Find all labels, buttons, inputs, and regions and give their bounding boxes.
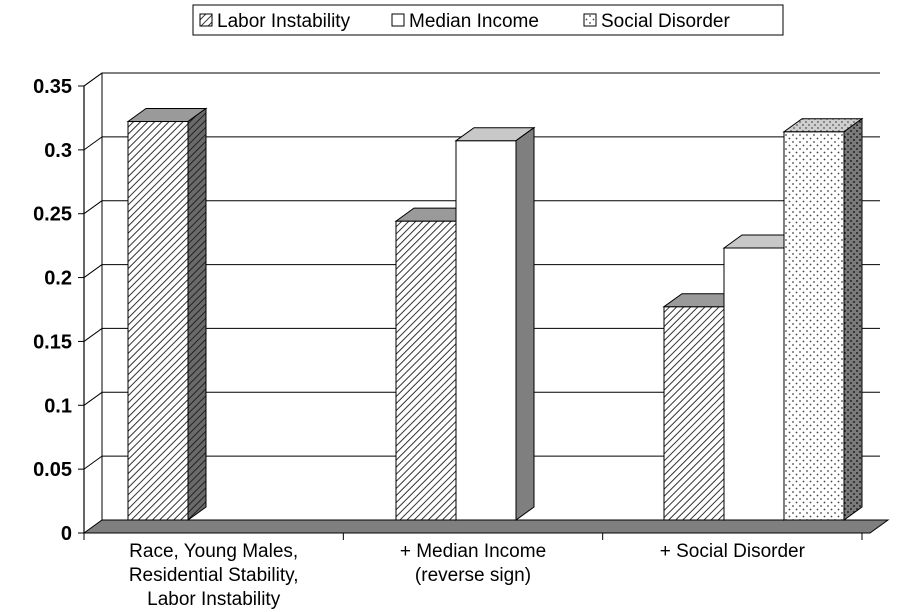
side-wall-top xyxy=(83,72,103,87)
bars xyxy=(126,107,864,521)
y-tick-label: 0.15 xyxy=(33,331,72,353)
bar-front xyxy=(127,121,189,521)
y-tick-label: 0.2 xyxy=(44,268,72,290)
legend-swatch xyxy=(199,13,213,27)
y-tick-label: 0.35 xyxy=(33,76,72,98)
axes xyxy=(78,72,890,540)
gridline-side xyxy=(83,200,103,215)
gridline-side xyxy=(83,328,103,342)
legend-label: Median Income xyxy=(409,11,539,32)
bar-side xyxy=(843,117,863,521)
bar-front xyxy=(663,306,725,521)
category-label: + Median Income xyxy=(400,541,546,562)
bar-front xyxy=(723,247,785,521)
gridline-side xyxy=(83,391,103,406)
y-tick-label: 0 xyxy=(61,523,72,545)
legend-label: Labor Instability xyxy=(217,11,351,32)
legend-swatch xyxy=(583,13,597,27)
y-tick-label: 0.1 xyxy=(44,395,72,417)
floor xyxy=(82,519,890,534)
category-label: Residential Stability, xyxy=(129,565,299,586)
bar xyxy=(454,126,536,521)
category-label: Race, Young Males, xyxy=(129,541,298,562)
legend-box xyxy=(192,4,784,36)
y-tick-label: 0.05 xyxy=(33,459,72,481)
bar-front xyxy=(455,140,517,521)
bar-side xyxy=(187,107,207,521)
category-label: Labor Instability xyxy=(147,589,281,610)
legend-label: Social Disorder xyxy=(601,11,730,32)
category-labels: Race, Young Males, Residential Stability,… xyxy=(129,541,806,610)
y-tick-label: 0.25 xyxy=(33,204,72,226)
gridline-side xyxy=(83,264,103,278)
gridline-side xyxy=(83,136,103,151)
category-label: + Social Disorder xyxy=(660,541,806,562)
category-label: (reverse sign) xyxy=(415,565,531,586)
bar-side xyxy=(515,126,535,521)
y-tick-label: 0.3 xyxy=(44,140,72,162)
legend-swatch xyxy=(391,13,405,27)
gridline-side xyxy=(83,455,103,470)
bar xyxy=(126,107,208,521)
y-tick-labels: 0 0.05 0.1 0.15 0.2 0.25 0.3 0.35 xyxy=(33,76,72,545)
legend: Labor Instability Median Income Social Dis… xyxy=(192,4,784,36)
bar-front xyxy=(783,131,845,521)
bar-front xyxy=(395,220,457,521)
bar xyxy=(782,117,864,521)
